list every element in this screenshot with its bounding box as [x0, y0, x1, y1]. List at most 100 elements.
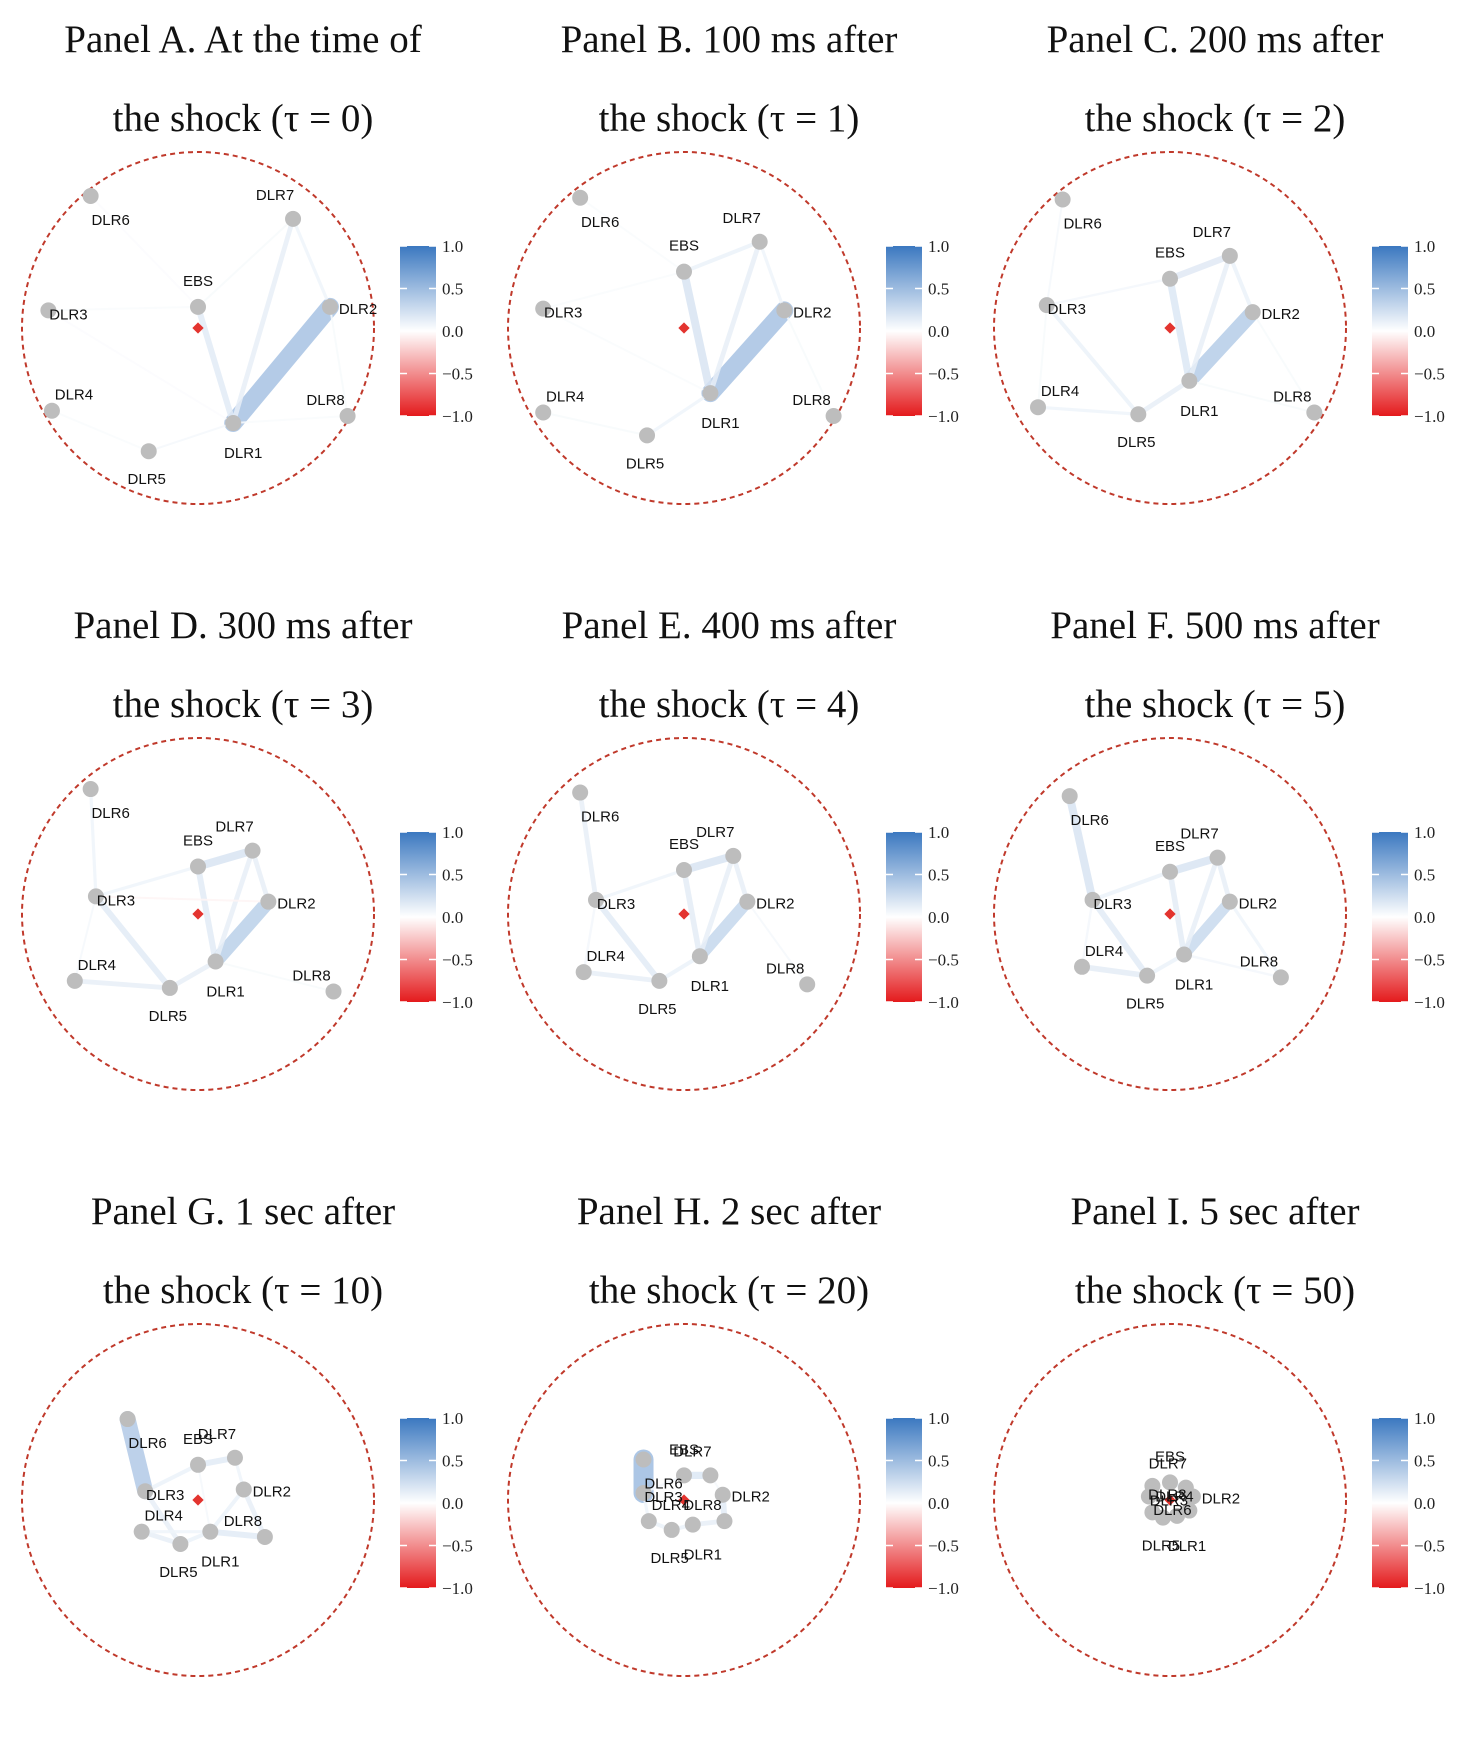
- boundary-circle: [21, 737, 375, 1091]
- node-dlr6: [119, 1411, 136, 1428]
- center-marker: [192, 322, 204, 334]
- boundary-circle: [507, 1323, 861, 1677]
- node-label-dlr2: DLR2: [339, 301, 377, 318]
- node-label-dlr8: DLR8: [292, 967, 330, 984]
- panel-title: Panel B. 100 ms after the shock (τ = 1): [486, 0, 972, 158]
- panel-title-line2: the shock (τ = 50): [1074, 1269, 1356, 1312]
- panel-title: Panel I. 5 sec after the shock (τ = 50): [972, 1172, 1458, 1330]
- edge-dlr8-dlr1: [1182, 953, 1283, 979]
- panel-title-line2: the shock (τ = 2): [1084, 97, 1346, 140]
- node-dlr3: [535, 300, 552, 317]
- node-label-dlr5: DLR5: [1142, 1538, 1180, 1555]
- panel-title-line2: the shock (τ = 1): [598, 97, 860, 140]
- colorbar-tick-label: 0.0: [1414, 1494, 1435, 1513]
- node-label-dlr2: DLR2: [756, 896, 794, 913]
- node-label-dlr2: DLR2: [277, 896, 315, 913]
- panel-d: Panel D. 300 ms after the shock (τ = 3) EB…: [0, 586, 486, 1172]
- node-ebs: [1162, 270, 1178, 287]
- panel-title-line1: Panel D. 300 ms after: [73, 604, 413, 647]
- node-label-dlr3: DLR3: [97, 892, 135, 909]
- node-label-dlr3: DLR3: [1048, 301, 1086, 318]
- colorbar-tick-label: −0.5: [1414, 365, 1445, 384]
- node-label-dlr1: DLR1: [1168, 1538, 1206, 1555]
- colorbar-tick-label: 1.0: [1414, 823, 1435, 842]
- node-dlr6: [1144, 1477, 1161, 1494]
- node-dlr5: [663, 1521, 680, 1538]
- node-dlr1: [207, 953, 224, 970]
- boundary-circle: [993, 151, 1347, 505]
- node-label-dlr1: DLR1: [1175, 976, 1213, 993]
- edge-dlr6-ebs: [89, 195, 199, 308]
- node-dlr1: [684, 1516, 701, 1533]
- node-label-dlr5: DLR5: [638, 1001, 676, 1018]
- node-ebs: [190, 858, 206, 875]
- panel-e: Panel E. 400 ms after the shock (τ = 4) EB…: [486, 586, 972, 1172]
- colorbar-tick-label: 0.0: [1414, 322, 1435, 341]
- edge-dlr4-dlr3: [582, 898, 598, 974]
- network-plot: EBS DLR1 DLR2 DLR3 DLR4 DLR5 DLR6 DLR7 DLR8 1.0 0.…: [993, 151, 1445, 505]
- colorbar-tick-label: −1.0: [1414, 1579, 1445, 1598]
- panel-title: Panel A. At the time of the shock (τ = 0): [0, 0, 486, 158]
- colorbar-tick-label: 0.0: [928, 1494, 949, 1513]
- panel-title-line2: the shock (τ = 10): [102, 1269, 384, 1312]
- panel-title: Panel D. 300 ms after the shock (τ = 3): [0, 586, 486, 744]
- edge-dlr1-dlr2: [693, 895, 754, 963]
- colorbar-tick-label: 0.0: [442, 322, 463, 341]
- node-label-dlr8: DLR8: [1148, 1487, 1186, 1504]
- node-label-dlr7: DLR7: [673, 1443, 711, 1460]
- edge-ebs-dlr1: [1167, 868, 1187, 958]
- node-label-dlr7: DLR7: [723, 210, 761, 227]
- colorbar-tick-label: 1.0: [928, 823, 949, 842]
- node-dlr8: [256, 1528, 273, 1545]
- node-dlr3: [1038, 297, 1055, 314]
- panel-title: Panel F. 500 ms after the shock (τ = 5): [972, 586, 1458, 744]
- colorbar-tick-label: −1.0: [1414, 993, 1445, 1012]
- colorbar-tick-label: 0.5: [928, 280, 949, 299]
- node-dlr5: [1139, 967, 1156, 984]
- edge-dlr3-dlr5: [1089, 896, 1151, 979]
- colorbar-tick-label: −0.5: [442, 1537, 473, 1556]
- node-ebs: [676, 1467, 692, 1484]
- node-label-dlr1: DLR1: [1180, 403, 1218, 420]
- edge-dlr7-dlr2: [250, 848, 271, 905]
- node-dlr4: [575, 964, 592, 981]
- node-label-dlr7: DLR7: [1149, 1456, 1187, 1473]
- node-label-dlr4: DLR4: [1085, 943, 1123, 960]
- node-dlr4: [1074, 958, 1090, 975]
- node-dlr1: [202, 1523, 219, 1540]
- edge-dlr3-dlr5: [142, 1488, 183, 1547]
- edge-dlr3-ebs: [542, 270, 685, 310]
- edge-dlr5-dlr1: [147, 422, 235, 453]
- node-dlr2: [714, 1486, 731, 1503]
- edge-ebs-dlr7: [680, 851, 738, 874]
- edge-dlr3-ebs: [594, 868, 686, 902]
- node-label-ebs: EBS: [1155, 245, 1185, 262]
- node-label-dlr3: DLR3: [1150, 1492, 1188, 1509]
- node-dlr5: [172, 1536, 189, 1552]
- edge-dlr4-dlr5: [1036, 405, 1140, 416]
- node-label-dlr2: DLR2: [253, 1483, 291, 1500]
- node-label-dlr2: DLR2: [732, 1489, 770, 1506]
- colorbar-tick-label: 0.5: [1414, 1452, 1435, 1471]
- panel-title-line2: the shock (τ = 3): [112, 683, 374, 726]
- node-dlr5: [1154, 1509, 1171, 1526]
- node-dlr6: [1061, 788, 1078, 805]
- edge-dlr6-ebs: [579, 196, 685, 273]
- edge-dlr6-dlr3: [89, 787, 98, 898]
- edge-dlr6-dlr3: [577, 790, 599, 903]
- node-dlr6: [1054, 191, 1071, 208]
- node-dlr8: [1272, 969, 1289, 986]
- colorbar-tick-label: 1.0: [442, 823, 463, 842]
- colorbar-tick-label: −1.0: [442, 407, 473, 426]
- node-dlr8: [325, 983, 342, 1000]
- node-label-dlr6: DLR6: [1153, 1502, 1191, 1519]
- node-dlr2: [776, 302, 793, 319]
- panel-title-line2: the shock (τ = 4): [598, 683, 860, 726]
- panel-title-line1: Panel A. At the time of: [64, 18, 422, 61]
- panel-h: Panel H. 2 sec after the shock (τ = 20) EB…: [486, 1172, 972, 1758]
- colorbar-tick-label: −0.5: [928, 1537, 959, 1556]
- edge-dlr3-dlr1: [542, 307, 712, 395]
- node-dlr2: [260, 893, 277, 910]
- node-label-dlr3: DLR3: [597, 896, 635, 913]
- edge-dlr6-dlr3: [1065, 792, 1097, 904]
